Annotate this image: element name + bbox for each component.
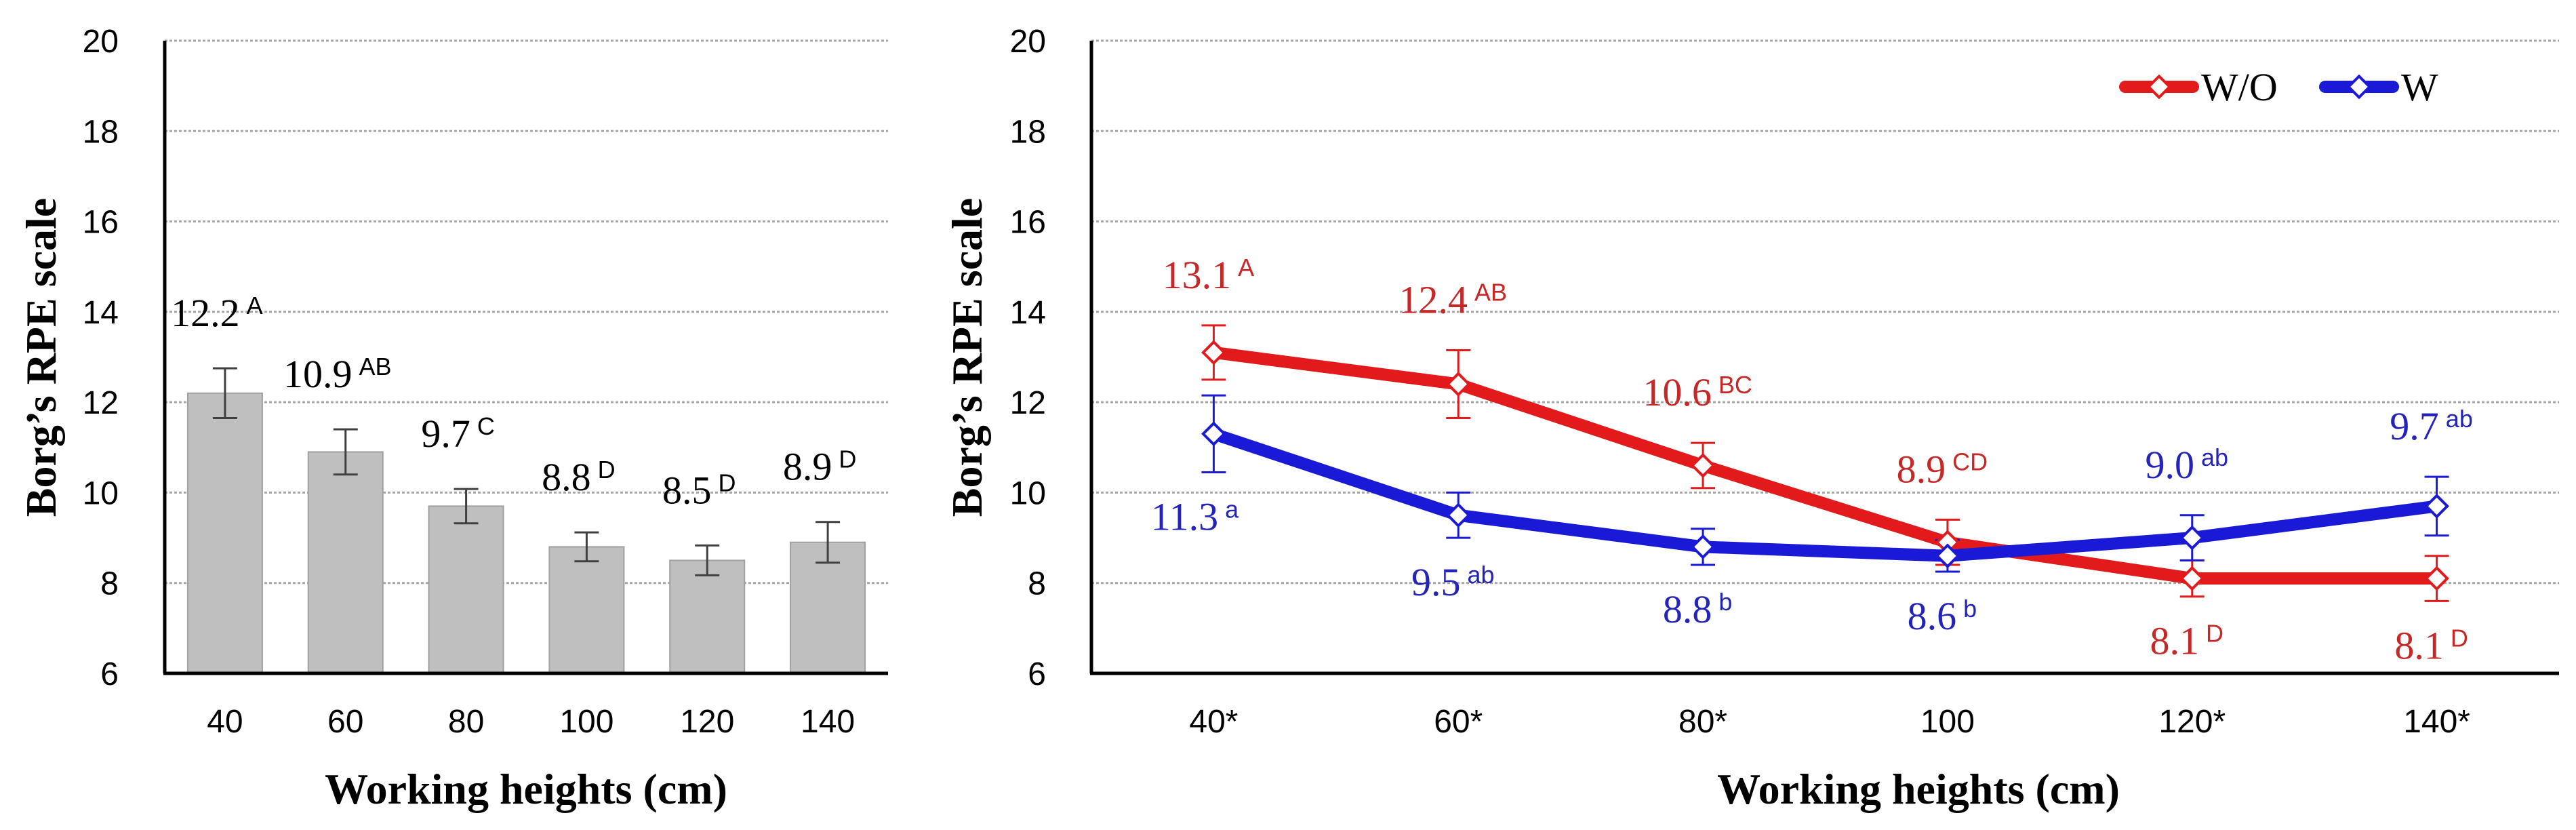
legend-marker (2146, 74, 2172, 100)
data-label: 8.8 b (1663, 587, 1733, 631)
data-label: 8.9 D (783, 445, 857, 489)
line-chart-panel: 6 8 10 12 14 16 18 20 40* 60* 80* 100 120* 140* 13.1… (943, 24, 2559, 813)
error-bar (574, 531, 599, 563)
data-label: 12.2 A (171, 291, 263, 335)
line-chart-x-axis-title: Working heights (cm) (1717, 765, 2120, 813)
bar-chart-bars (186, 392, 866, 675)
data-point (1690, 534, 1716, 559)
data-point (1935, 543, 1960, 569)
data-point (2179, 525, 2205, 551)
line-chart-y-axis-title: Borg’s RPE scale (943, 198, 991, 517)
y-tick-label: 10 (1010, 475, 1046, 511)
data-label: 8.1 D (2394, 623, 2468, 667)
y-tick-label: 12 (1010, 385, 1046, 421)
data-label: 8.8 D (542, 455, 616, 499)
bar (548, 546, 625, 675)
x-tick-label: 140* (2403, 704, 2470, 740)
bar-chart-gridlines (165, 39, 888, 585)
line-chart-error-bars (1201, 324, 2449, 602)
data-label: 8.5 D (662, 468, 736, 512)
data-label: 8.1 D (2150, 619, 2224, 663)
line-chart-legend: W/O W (2119, 65, 2438, 109)
y-tick-label: 20 (83, 24, 119, 60)
error-bar (454, 488, 479, 525)
series-line-w-o (1207, 346, 2443, 585)
legend-marker (2346, 74, 2372, 100)
bar-chart-y-axis-title: Borg’s RPE scale (17, 198, 65, 517)
data-label: 9.5 ab (1411, 560, 1495, 604)
bar-chart-value-labels: 12.2 A 10.9 AB 9.7 C 8.8 D 8.5 D 8.9 D (171, 291, 856, 512)
data-label: 9.7 ab (2390, 404, 2473, 448)
bar-chart-panel: 6 8 10 12 14 16 18 20 40 60 80 100 120 140 12.2 A 10.9… (17, 24, 888, 813)
data-point (1201, 340, 1226, 365)
data-point (1201, 421, 1226, 447)
data-point (2424, 494, 2449, 519)
line-chart-y-tick-labels: 6 8 10 12 14 16 18 20 (1010, 24, 1046, 692)
data-label: 9.0 ab (2145, 443, 2228, 487)
data-label: 12.4 AB (1398, 278, 1507, 322)
error-bar (816, 521, 841, 564)
legend-entry: W/O (2119, 65, 2278, 109)
y-tick-label: 20 (1010, 24, 1046, 60)
data-label: 10.6 BC (1643, 370, 1752, 414)
legend-label: W (2401, 65, 2438, 109)
line-chart-value-labels: 13.1 A 12.4 AB 10.6 BC 8.9 CD 8.1 D 8.1 D 11.3 a 9.5 ab… (1151, 253, 2473, 668)
x-tick-label: 120 (680, 704, 734, 740)
y-tick-label: 14 (83, 295, 119, 331)
y-tick-label: 6 (1028, 656, 1046, 692)
data-point (2179, 566, 2205, 591)
x-tick-label: 40 (207, 704, 243, 740)
data-label: 8.9 CD (1897, 447, 1988, 491)
x-tick-label: 40* (1189, 704, 1238, 740)
error-bar (212, 367, 237, 419)
x-tick-label: 100 (559, 704, 613, 740)
y-tick-label: 18 (1010, 114, 1046, 150)
error-bar (695, 544, 720, 576)
data-point (1690, 453, 1716, 478)
y-tick-label: 12 (83, 385, 119, 421)
data-label: 10.9 AB (283, 352, 392, 396)
data-point (1935, 530, 1960, 555)
y-tick-label: 18 (83, 114, 119, 150)
data-label: 8.6 b (1908, 594, 1977, 638)
data-point (2424, 566, 2449, 591)
error-bar (333, 428, 358, 476)
y-tick-label: 10 (83, 475, 119, 511)
series-line-w (1207, 427, 2443, 562)
bar-chart-y-tick-labels: 6 8 10 12 14 16 18 20 (83, 24, 119, 692)
y-tick-label: 16 (83, 205, 119, 241)
line-chart-markers (1201, 340, 2449, 591)
x-tick-label: 140 (801, 704, 855, 740)
x-tick-label: 60* (1434, 704, 1483, 740)
data-label: 9.7 C (421, 412, 495, 456)
line-chart-x-tick-labels: 40* 60* 80* 100 120* 140* (1189, 704, 2470, 740)
bar (669, 559, 746, 675)
data-point (1445, 502, 1471, 528)
x-tick-label: 100 (1920, 704, 1975, 740)
y-tick-label: 16 (1010, 205, 1046, 241)
bar (307, 451, 384, 674)
bar-chart-error-bars (212, 367, 841, 576)
bar-chart-x-axis-title: Working heights (cm) (325, 765, 727, 813)
x-tick-label: 60 (327, 704, 363, 740)
data-label: 13.1 A (1163, 253, 1255, 297)
y-tick-label: 8 (100, 566, 119, 602)
data-point (1445, 372, 1471, 397)
y-tick-label: 8 (1028, 566, 1046, 602)
legend-label: W/O (2201, 65, 2278, 109)
x-tick-label: 80 (448, 704, 484, 740)
x-tick-label: 80* (1678, 704, 1727, 740)
bar-chart-x-tick-labels: 40 60 80 100 120 140 (207, 704, 855, 740)
data-label: 11.3 a (1151, 494, 1239, 538)
y-tick-label: 6 (100, 656, 119, 692)
legend-entry: W (2319, 65, 2438, 109)
bar (428, 505, 504, 675)
bar (186, 392, 263, 674)
line-chart-series-lines (1207, 346, 2443, 585)
y-tick-label: 14 (1010, 295, 1046, 331)
x-tick-label: 120* (2158, 704, 2226, 740)
line-chart-gridlines (1091, 39, 2559, 585)
